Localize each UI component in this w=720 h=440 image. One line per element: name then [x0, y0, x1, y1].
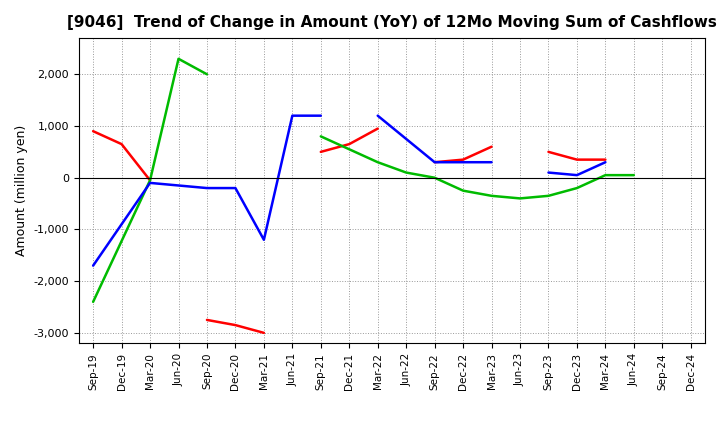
Free Cashflow [231, 185, 240, 191]
Title: [9046]  Trend of Change in Amount (YoY) of 12Mo Moving Sum of Cashflows: [9046] Trend of Change in Amount (YoY) o… [67, 15, 717, 30]
Free Cashflow [317, 113, 325, 118]
Line: Investing Cashflow: Investing Cashflow [93, 59, 207, 302]
Line: Operating Cashflow: Operating Cashflow [93, 131, 150, 180]
Investing Cashflow [145, 178, 154, 183]
Free Cashflow [89, 263, 97, 268]
Investing Cashflow [89, 299, 97, 304]
Y-axis label: Amount (million yen): Amount (million yen) [15, 125, 28, 256]
Free Cashflow [288, 113, 297, 118]
Free Cashflow [145, 180, 154, 186]
Operating Cashflow [117, 142, 126, 147]
Investing Cashflow [202, 72, 211, 77]
Free Cashflow [174, 183, 183, 188]
Line: Free Cashflow: Free Cashflow [93, 116, 321, 266]
Operating Cashflow [89, 128, 97, 134]
Operating Cashflow [145, 178, 154, 183]
Investing Cashflow [174, 56, 183, 62]
Free Cashflow [260, 237, 269, 242]
Free Cashflow [202, 185, 211, 191]
